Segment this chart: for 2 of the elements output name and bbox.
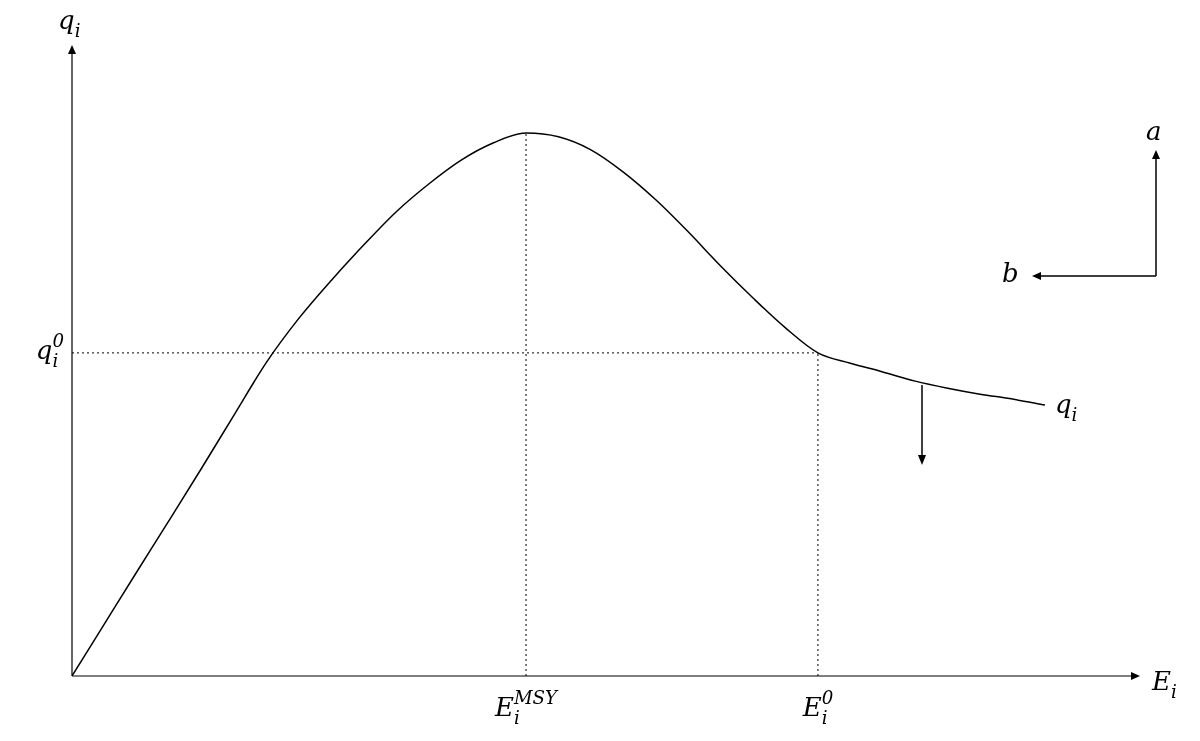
text: a: [1146, 116, 1162, 146]
annotation: b: [1002, 258, 1019, 288]
